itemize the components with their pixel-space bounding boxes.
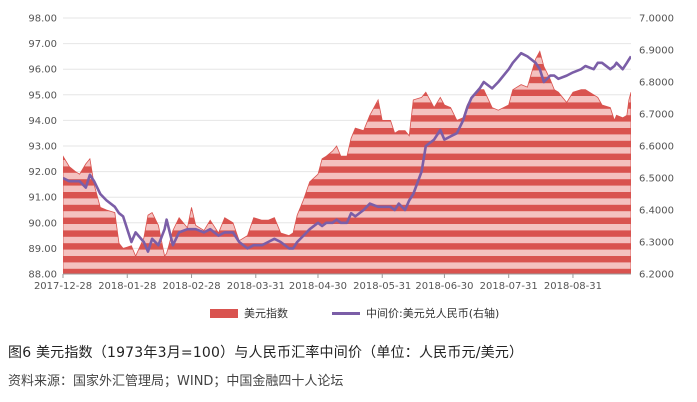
left-tick-label-1: 89.00 [28,244,57,255]
right-tick-label-3: 6.5000 [639,174,674,185]
right-tick-label-8: 7.0000 [639,14,674,25]
x-tick-label-3: 2018-03-31 [227,281,285,292]
rmb-midrate-line-layer [63,51,631,253]
left-axis-ticks: 88.00 89.00 90.00 91.00 92.00 93.00 94.00 95.00… [28,14,57,281]
right-tick-label-6: 6.8000 [639,78,674,89]
right-tick-label-5: 6.7000 [639,110,674,121]
figure-caption: 图6 美元指数（1973年3月=100）与人民币汇率中间价（单位：人民币元/美元… [8,345,524,361]
left-tick-label-9: 97.00 [28,39,57,50]
right-axis-ticks: 6.2000 6.3000 6.4000 6.5000 6.6000 6.7000 6.80… [639,14,674,281]
dollar-index-area-layer [63,50,631,274]
left-tick-label-10: 98.00 [28,14,57,25]
legend-line-swatch [332,311,360,315]
left-tick-label-0: 88.00 [28,270,57,281]
legend-area-label: 美元指数 [244,307,288,320]
x-tick-label-2: 2018-02-28 [162,281,220,292]
chart-svg: 88.00 89.00 90.00 91.00 92.00 93.00 94.00 95.00… [28,14,674,293]
left-tick-label-2: 90.00 [28,218,57,229]
left-tick-label-7: 95.00 [28,90,57,101]
x-tick-label-4: 2018-04-30 [289,281,347,292]
legend-line-label: 中间价:美元兑人民币(右轴) [366,307,500,320]
right-tick-label-0: 6.2000 [639,270,674,281]
x-axis-ticks: 2017-12-28 2018-01-28 2018-02-28 2018-03-31… [34,273,631,292]
legend-area-swatch [210,308,238,318]
left-tick-label-5: 93.00 [28,142,57,153]
x-tick-label-0: 2017-12-28 [34,281,92,292]
series-dollar-index-area [63,50,631,274]
series-rmb-midrate-line [63,51,631,253]
right-tick-label-4: 6.6000 [639,142,674,153]
legend: 美元指数 中间价:美元兑人民币(右轴) [210,305,499,321]
x-tick-label-5: 2018-05-31 [353,281,411,292]
right-tick-label-7: 6.9000 [639,46,674,57]
left-tick-label-8: 96.00 [28,65,57,76]
x-tick-label-6: 2018-06-30 [415,281,473,292]
left-tick-label-6: 94.00 [28,116,57,127]
figure-source: 资料来源：国家外汇管理局；WIND；中国金融四十人论坛 [8,374,344,389]
x-tick-label-7: 2018-07-31 [480,281,538,292]
right-tick-label-2: 6.4000 [639,206,674,217]
x-tick-label-8: 2018-08-31 [544,281,602,292]
left-tick-label-4: 92.00 [28,167,57,178]
left-tick-label-3: 91.00 [28,193,57,204]
x-tick-label-1: 2018-01-28 [98,281,156,292]
right-tick-label-1: 6.3000 [639,238,674,249]
